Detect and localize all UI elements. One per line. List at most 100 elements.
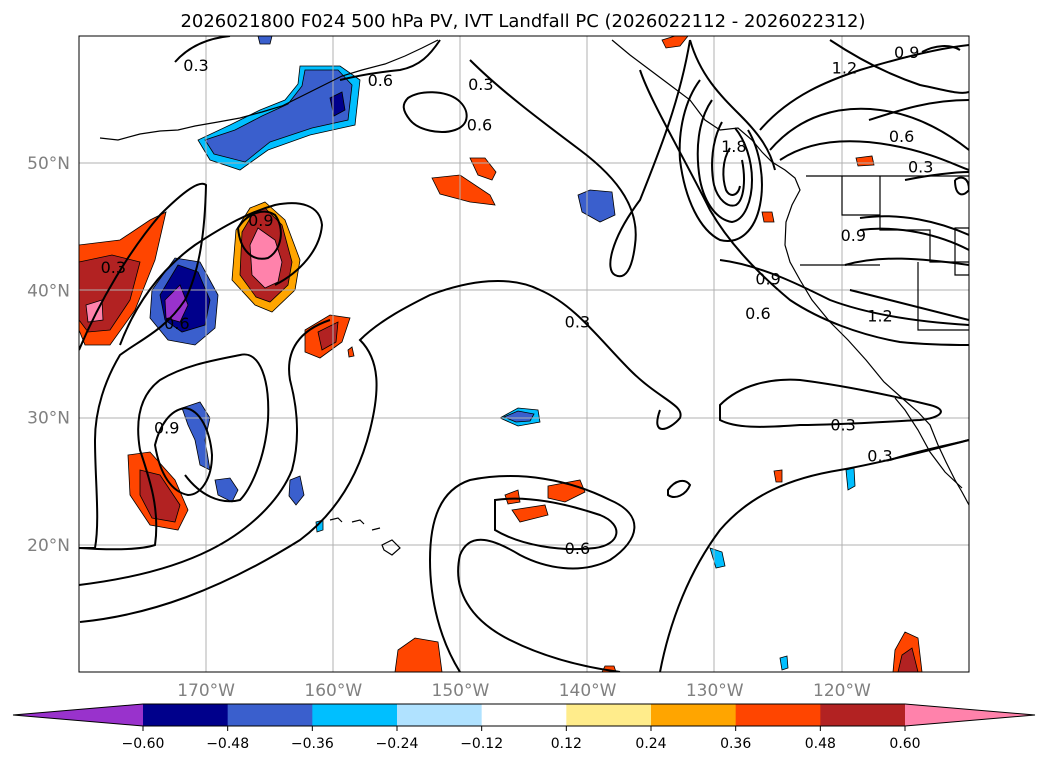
contour-line bbox=[921, 45, 961, 53]
contour-label: 0.6 bbox=[368, 71, 393, 90]
contour-line bbox=[711, 121, 745, 207]
coastline-aleutians bbox=[99, 39, 439, 141]
colorbar-segment bbox=[481, 704, 567, 726]
contour-label: 1.8 bbox=[721, 137, 746, 156]
colorbar-segment bbox=[566, 704, 652, 726]
contour-line bbox=[402, 91, 468, 133]
pv-region-positive bbox=[897, 647, 919, 672]
x-tick-labels: 170°W 160°W 150°W 140°W 130°W 120°W bbox=[177, 681, 871, 701]
contour-label: 0.3 bbox=[183, 56, 208, 75]
contour-line bbox=[859, 215, 969, 236]
contour-label: 0.9 bbox=[755, 270, 780, 289]
contour-labels: 0.3 0.6 0.3 0.6 1.8 1.2 0.9 0.6 0.3 0.9 … bbox=[101, 43, 934, 558]
contour-line bbox=[339, 39, 441, 81]
colorbar-segment bbox=[143, 704, 229, 726]
contour-line bbox=[494, 497, 618, 551]
pv-region-negative bbox=[164, 284, 189, 323]
map-area: 0.3 0.6 0.3 0.6 1.8 1.2 0.9 0.6 0.3 0.9 … bbox=[79, 36, 969, 672]
contour-label: 0.3 bbox=[468, 75, 493, 94]
contour-line bbox=[868, 99, 969, 121]
contour-line bbox=[719, 259, 969, 326]
contour-line bbox=[174, 36, 231, 63]
x-tick-label: 170°W bbox=[177, 681, 235, 701]
colorbar-tick-label: 0.36 bbox=[720, 736, 751, 752]
y-tick-label: 20°N bbox=[27, 536, 70, 556]
contour-line bbox=[79, 353, 270, 551]
x-tick-label: 120°W bbox=[813, 681, 871, 701]
x-tick-label: 140°W bbox=[559, 681, 617, 701]
pv-region-negative bbox=[845, 467, 856, 491]
contour-line bbox=[469, 39, 691, 278]
chart-title: 2026021800 F024 500 hPa PV, IVT Landfall… bbox=[180, 11, 865, 32]
pv-region-positive bbox=[773, 469, 783, 483]
pv-region-positive bbox=[347, 346, 355, 358]
contour-label: 0.6 bbox=[745, 304, 770, 323]
contour-line bbox=[428, 475, 636, 672]
contour-line bbox=[844, 257, 969, 266]
colorbar-segment bbox=[227, 704, 313, 726]
contour-line bbox=[659, 439, 969, 672]
colorbar-tick-label: 0.12 bbox=[551, 736, 582, 752]
colorbar-extend-low bbox=[13, 704, 143, 726]
pv-region-negative bbox=[204, 69, 353, 163]
contour-line bbox=[678, 79, 763, 242]
colorbar-extend-high bbox=[905, 704, 1035, 726]
colorbar-segment bbox=[312, 704, 398, 726]
contour-line bbox=[79, 182, 208, 549]
contour-line bbox=[779, 140, 969, 171]
y-tick-label: 40°N bbox=[27, 281, 70, 301]
contour-line bbox=[79, 280, 682, 623]
colorbar-tick-label: 0.48 bbox=[805, 736, 836, 752]
contour-line bbox=[859, 227, 969, 251]
contour-line bbox=[719, 378, 942, 428]
pv-region-negative bbox=[257, 36, 273, 45]
colorbar-segment bbox=[651, 704, 737, 726]
coastline-gulf-of-california bbox=[894, 397, 963, 489]
contour-label: 0.3 bbox=[830, 416, 855, 435]
contour-label: 0.9 bbox=[154, 418, 179, 437]
pv-region-negative bbox=[288, 475, 305, 506]
x-tick-label: 150°W bbox=[432, 681, 490, 701]
pv-contours bbox=[79, 36, 969, 672]
contour-line bbox=[954, 176, 969, 196]
contour-line bbox=[667, 479, 692, 498]
colorbar-tick-label: −0.24 bbox=[376, 736, 419, 752]
contour-line bbox=[236, 210, 282, 260]
pv-region-positive bbox=[855, 155, 875, 167]
contour-label: 0.9 bbox=[841, 226, 866, 245]
map-background bbox=[79, 36, 969, 672]
contour-line bbox=[829, 39, 969, 94]
pv-region-positive bbox=[85, 299, 104, 323]
colorbar-tick-label: 0.24 bbox=[635, 736, 666, 752]
island-hawaii bbox=[329, 517, 401, 556]
contour-line bbox=[79, 319, 331, 586]
colorbar-segment bbox=[820, 704, 906, 726]
contour-label: 0.3 bbox=[565, 313, 590, 332]
contour-line bbox=[849, 289, 969, 321]
border-states bbox=[800, 176, 969, 331]
contour-label: 0.9 bbox=[894, 43, 919, 62]
contour-line bbox=[153, 406, 214, 497]
pv-region-positive bbox=[761, 211, 775, 223]
colorbar-tick-label: −0.12 bbox=[460, 736, 503, 752]
contour-label: 0.6 bbox=[164, 314, 189, 333]
contour-label: 0.3 bbox=[908, 158, 933, 177]
colorbar-tick-label: −0.60 bbox=[122, 736, 165, 752]
coastline-north-america bbox=[611, 39, 969, 506]
contour-label: 0.3 bbox=[101, 258, 126, 277]
pv-region-positive bbox=[511, 504, 549, 523]
pv-region-negative bbox=[214, 477, 239, 503]
x-tick-label: 130°W bbox=[686, 681, 744, 701]
contour-line bbox=[696, 99, 754, 224]
y-tick-label: 50°N bbox=[27, 154, 70, 174]
contour-label: 0.6 bbox=[467, 116, 492, 135]
coastlines bbox=[99, 39, 969, 556]
contour-label: 0.3 bbox=[867, 446, 892, 465]
contour-label: 0.9 bbox=[248, 211, 273, 230]
colorbar-segment bbox=[735, 704, 821, 726]
colorbar bbox=[12, 703, 1036, 731]
colorbar-tick-label: −0.48 bbox=[206, 736, 249, 752]
colorbar-segment bbox=[397, 704, 483, 726]
contour-line bbox=[639, 69, 969, 346]
